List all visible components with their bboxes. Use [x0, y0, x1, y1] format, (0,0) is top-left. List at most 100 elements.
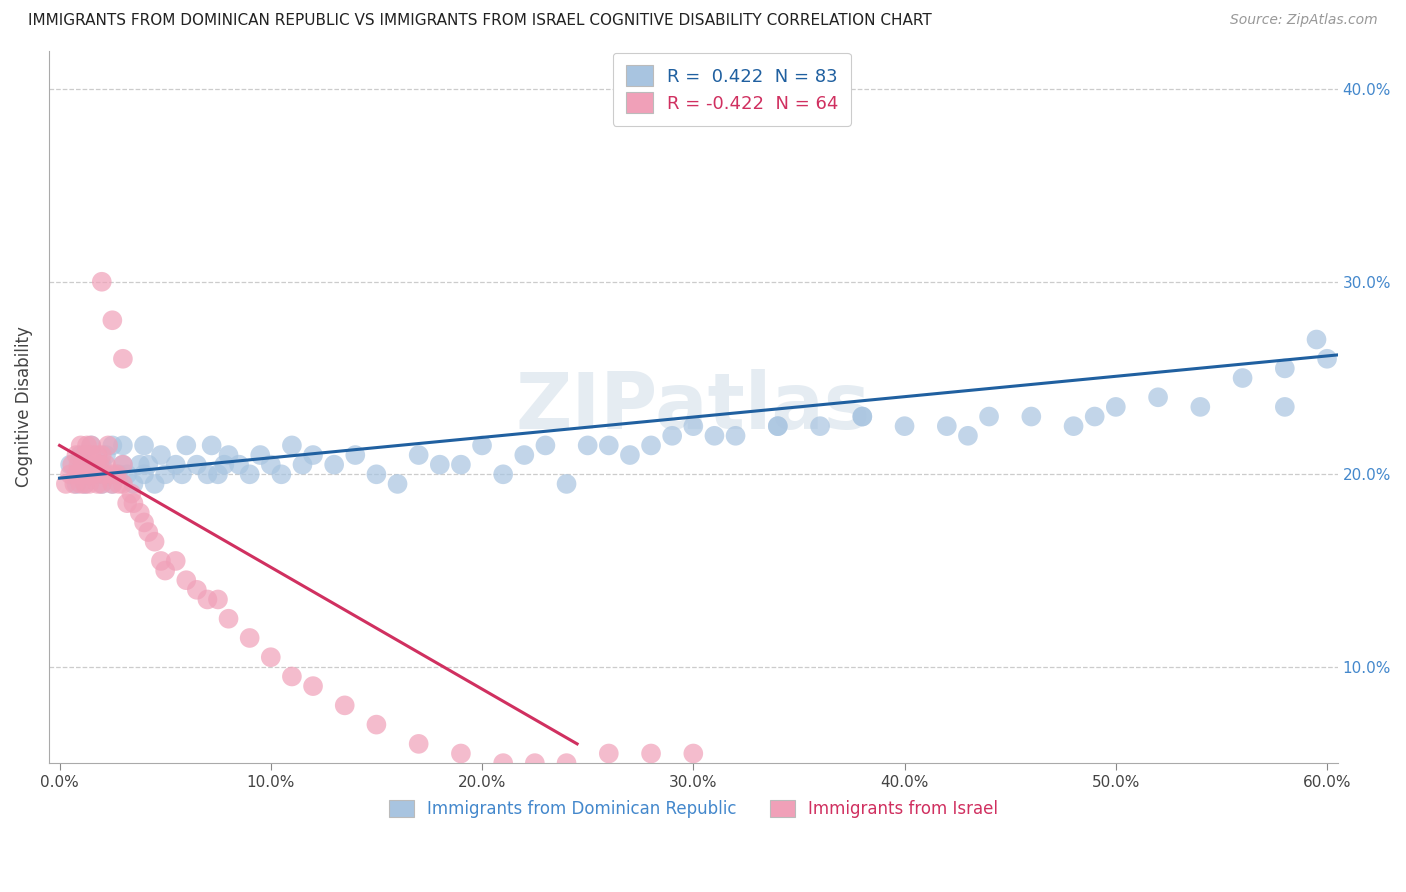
- Point: [1147, 390, 1170, 404]
- Point: [260, 650, 283, 665]
- Point: [143, 534, 166, 549]
- Point: [851, 409, 873, 424]
- Y-axis label: Cognitive Disability: Cognitive Disability: [15, 326, 32, 487]
- Point: [598, 438, 620, 452]
- Point: [69, 448, 91, 462]
- Point: [132, 438, 155, 452]
- Point: [197, 592, 219, 607]
- Point: [153, 564, 176, 578]
- Point: [59, 467, 82, 482]
- Point: [170, 467, 193, 482]
- Point: [333, 698, 356, 713]
- Point: [291, 458, 314, 472]
- Point: [111, 458, 134, 472]
- Point: [207, 467, 229, 482]
- Point: [1084, 409, 1107, 424]
- Point: [89, 458, 111, 472]
- Point: [323, 458, 346, 472]
- Point: [86, 477, 108, 491]
- Point: [366, 717, 388, 731]
- Point: [228, 458, 250, 472]
- Point: [80, 467, 103, 482]
- Point: [534, 438, 557, 452]
- Point: [59, 458, 82, 472]
- Point: [1316, 351, 1339, 366]
- Point: [492, 467, 515, 482]
- Point: [97, 438, 120, 452]
- Point: [893, 419, 915, 434]
- Point: [80, 438, 103, 452]
- Point: [65, 448, 87, 462]
- Point: [1232, 371, 1254, 385]
- Point: [107, 477, 129, 491]
- Point: [69, 438, 91, 452]
- Point: [1063, 419, 1085, 434]
- Point: [111, 351, 134, 366]
- Point: [120, 486, 142, 500]
- Point: [73, 477, 96, 491]
- Point: [766, 419, 789, 434]
- Point: [90, 477, 112, 491]
- Point: [218, 612, 240, 626]
- Point: [84, 458, 107, 472]
- Point: [153, 467, 176, 482]
- Point: [77, 477, 100, 491]
- Point: [281, 438, 304, 452]
- Point: [60, 458, 83, 472]
- Point: [86, 448, 108, 462]
- Point: [107, 467, 129, 482]
- Point: [619, 448, 641, 462]
- Point: [80, 467, 103, 482]
- Point: [186, 582, 208, 597]
- Point: [69, 477, 91, 491]
- Point: [90, 458, 112, 472]
- Point: [956, 429, 979, 443]
- Point: [555, 756, 578, 771]
- Point: [218, 448, 240, 462]
- Point: [90, 275, 112, 289]
- Point: [149, 448, 172, 462]
- Point: [73, 477, 96, 491]
- Point: [1305, 333, 1327, 347]
- Point: [471, 438, 494, 452]
- Point: [72, 458, 94, 472]
- Point: [766, 419, 789, 434]
- Point: [69, 467, 91, 482]
- Point: [101, 477, 124, 491]
- Point: [132, 467, 155, 482]
- Point: [165, 458, 187, 472]
- Point: [450, 747, 472, 761]
- Point: [1274, 400, 1296, 414]
- Point: [132, 516, 155, 530]
- Point: [93, 467, 115, 482]
- Point: [366, 467, 388, 482]
- Point: [174, 573, 197, 587]
- Point: [101, 477, 124, 491]
- Point: [94, 458, 117, 472]
- Point: [598, 747, 620, 761]
- Point: [207, 592, 229, 607]
- Point: [90, 477, 112, 491]
- Point: [239, 631, 262, 645]
- Point: [1021, 409, 1043, 424]
- Point: [851, 409, 873, 424]
- Point: [270, 467, 292, 482]
- Point: [302, 679, 325, 693]
- Text: ZIPatlas: ZIPatlas: [516, 369, 870, 445]
- Point: [111, 458, 134, 472]
- Point: [111, 477, 134, 491]
- Point: [935, 419, 957, 434]
- Point: [1189, 400, 1212, 414]
- Point: [82, 467, 104, 482]
- Point: [201, 438, 224, 452]
- Point: [450, 458, 472, 472]
- Point: [128, 458, 150, 472]
- Point: [429, 458, 451, 472]
- Point: [808, 419, 831, 434]
- Point: [65, 467, 87, 482]
- Point: [128, 506, 150, 520]
- Point: [513, 448, 536, 462]
- Point: [408, 448, 430, 462]
- Point: [111, 438, 134, 452]
- Point: [523, 756, 546, 771]
